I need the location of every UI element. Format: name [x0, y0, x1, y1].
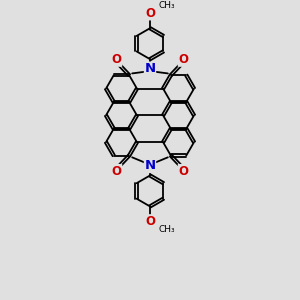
- Text: N: N: [144, 62, 156, 75]
- Text: O: O: [112, 164, 122, 178]
- Text: N: N: [144, 160, 156, 172]
- Text: O: O: [145, 7, 155, 20]
- Text: O: O: [178, 164, 188, 178]
- Text: O: O: [145, 215, 155, 228]
- Text: CH₃: CH₃: [159, 225, 175, 234]
- Text: O: O: [178, 53, 188, 66]
- Text: CH₃: CH₃: [159, 1, 175, 10]
- Text: O: O: [112, 53, 122, 66]
